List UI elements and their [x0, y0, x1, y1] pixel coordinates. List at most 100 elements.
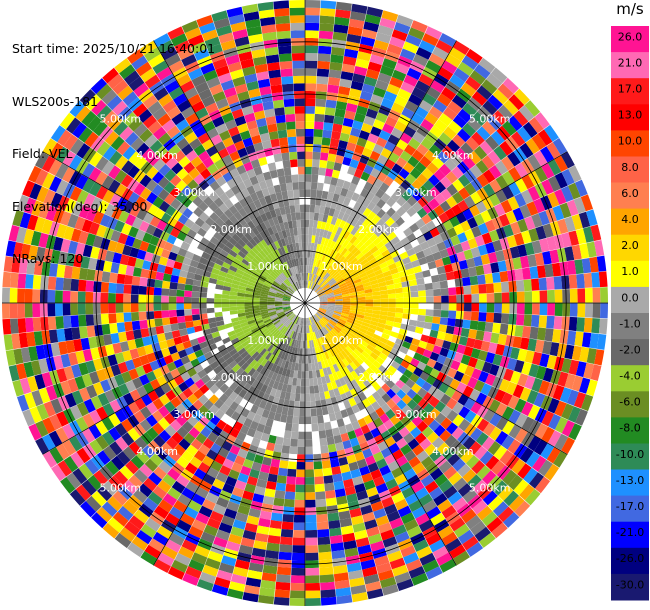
velocity-gate: [452, 191, 464, 204]
velocity-gate: [452, 497, 468, 512]
velocity-gate: [384, 274, 393, 282]
velocity-gate: [589, 256, 599, 273]
velocity-gate: [370, 337, 380, 345]
velocity-gate: [229, 310, 238, 315]
velocity-gate: [434, 119, 448, 133]
velocity-gate: [244, 293, 253, 298]
velocity-gate: [518, 105, 535, 122]
velocity-gate: [278, 551, 292, 561]
velocity-gate: [321, 318, 328, 325]
velocity-gate: [447, 318, 456, 327]
velocity-gate: [121, 432, 135, 446]
velocity-gate: [144, 134, 158, 148]
velocity-gate: [298, 174, 305, 182]
velocity-gate: [277, 129, 288, 139]
colorbar-tick-label: 2.0: [621, 239, 639, 252]
velocity-gate: [62, 150, 77, 167]
velocity-gate: [276, 292, 284, 296]
velocity-gate: [185, 462, 198, 475]
velocity-gate: [95, 171, 108, 186]
velocity-gate: [418, 99, 433, 113]
velocity-gate: [339, 377, 347, 386]
velocity-gate: [278, 286, 286, 292]
velocity-gate: [283, 293, 292, 298]
velocity-gate: [132, 238, 143, 250]
velocity-gate: [292, 377, 298, 386]
velocity-gate: [394, 473, 408, 486]
velocity-gate: [514, 359, 525, 373]
velocity-gate: [38, 387, 51, 404]
velocity-gate: [146, 352, 157, 363]
velocity-gate: [160, 382, 172, 394]
velocity-gate: [392, 449, 404, 461]
velocity-gate: [475, 200, 488, 214]
velocity-gate: [487, 252, 498, 264]
velocity-gate: [291, 567, 305, 576]
velocity-gate: [260, 464, 271, 474]
velocity-gate: [470, 348, 481, 359]
velocity-gate: [436, 331, 446, 340]
range-ring-label: 4.00km: [432, 149, 474, 162]
velocity-gate: [441, 145, 455, 159]
velocity-gate: [322, 129, 332, 139]
velocity-gate: [389, 180, 401, 191]
velocity-gate: [515, 413, 528, 428]
velocity-gate: [264, 245, 272, 254]
velocity-gate: [360, 559, 376, 570]
velocity-gate: [300, 257, 303, 266]
velocity-gate: [427, 209, 439, 221]
velocity-gate: [345, 102, 358, 113]
velocity-gate: [48, 430, 63, 447]
velocity-gate: [319, 205, 326, 215]
velocity-gate: [289, 0, 305, 8]
velocity-gate: [339, 368, 347, 378]
velocity-gate: [321, 352, 327, 361]
velocity-gate: [419, 224, 430, 235]
velocity-gate: [282, 91, 294, 100]
velocity-gate: [519, 387, 532, 402]
velocity-gate: [358, 214, 368, 224]
velocity-gate: [339, 228, 347, 238]
velocity-gate: [201, 29, 218, 42]
velocity-gate: [388, 109, 401, 121]
velocity-gate: [184, 346, 195, 356]
velocity-gate: [281, 343, 287, 352]
velocity-gate: [327, 332, 334, 340]
velocity-gate: [431, 274, 440, 283]
velocity-gate: [252, 270, 261, 277]
velocity-gate: [23, 361, 35, 378]
velocity-gate: [503, 490, 519, 507]
velocity-gate: [421, 426, 434, 438]
velocity-gate: [232, 519, 247, 530]
velocity-gate: [388, 442, 400, 454]
velocity-gate: [8, 225, 20, 242]
velocity-gate: [276, 276, 284, 283]
velocity-gate: [364, 288, 373, 294]
velocity-gate: [514, 268, 524, 281]
velocity-gate: [273, 280, 281, 287]
velocity-gate: [262, 31, 277, 42]
velocity-gate: [305, 545, 319, 553]
velocity-gate: [505, 335, 515, 347]
velocity-gate: [539, 303, 548, 316]
velocity-gate: [244, 73, 258, 84]
velocity-gate: [102, 110, 118, 126]
velocity-gate: [482, 395, 494, 409]
velocity-gate: [463, 346, 474, 357]
velocity-gate: [139, 463, 153, 478]
velocity-gate: [314, 476, 324, 485]
velocity-gate: [282, 262, 288, 271]
velocity-gate: [227, 330, 236, 337]
velocity-gate: [198, 297, 207, 303]
velocity-gate: [110, 230, 121, 243]
velocity-gate: [192, 410, 204, 422]
velocity-gate: [261, 312, 269, 317]
velocity-gate: [236, 299, 245, 303]
velocity-gate: [324, 482, 335, 492]
velocity-gate: [138, 220, 150, 233]
velocity-gate: [62, 423, 76, 440]
velocity-gate: [391, 69, 407, 82]
colorbar-tick-label: 21.0: [618, 56, 643, 69]
velocity-gate: [326, 382, 334, 391]
velocity-gate: [324, 313, 332, 319]
